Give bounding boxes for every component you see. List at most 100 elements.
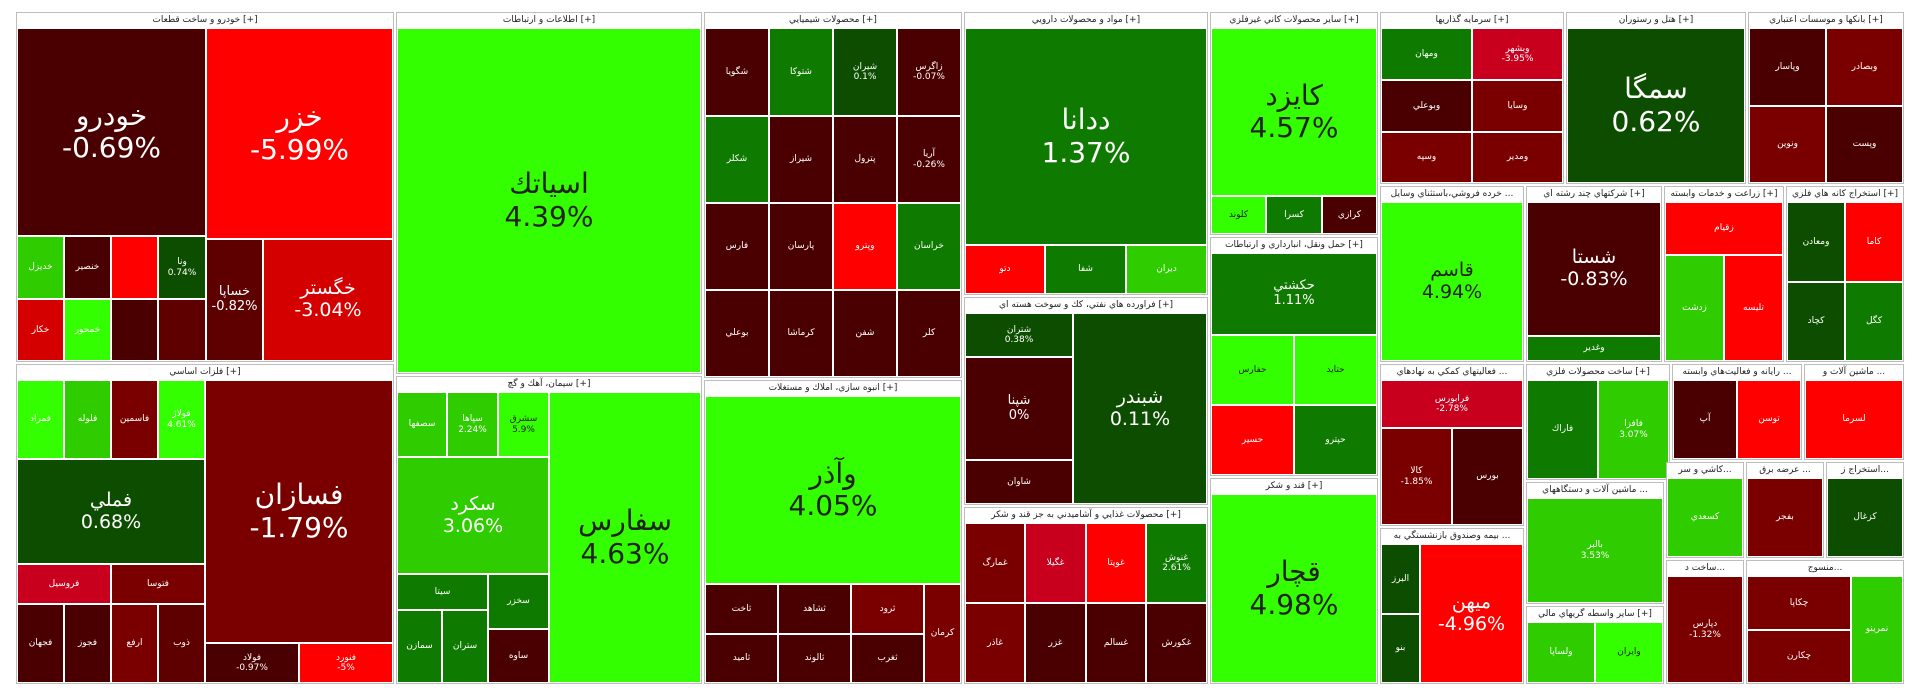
- stock-tile[interactable]: كاما: [1845, 202, 1903, 282]
- stock-tile[interactable]: وبشهر -3.95%: [1472, 28, 1563, 80]
- sector-title[interactable]: انبوه سازي، املاك و مستغلات [+]: [705, 381, 961, 395]
- stock-tile[interactable]: كسعدي: [1667, 478, 1743, 557]
- stock-tile[interactable]: زدشت: [1665, 255, 1724, 361]
- stock-tile[interactable]: فاسمين: [111, 380, 158, 459]
- stock-tile[interactable]: وسپه: [1381, 132, 1472, 183]
- stock-tile[interactable]: بالبر 3.53%: [1527, 498, 1663, 603]
- stock-tile[interactable]: تليسه: [1724, 255, 1783, 361]
- stock-tile[interactable]: چكاپا: [1747, 576, 1851, 630]
- stock-tile[interactable]: سيتا: [397, 574, 488, 610]
- stock-tile[interactable]: فولاد -0.97%: [205, 643, 299, 683]
- stock-tile[interactable]: توسن: [1737, 380, 1801, 459]
- sector-title[interactable]: عرضه برق ...: [1747, 463, 1823, 477]
- sector-title[interactable]: خرده فروشي،باستثناي وسايل ...: [1381, 187, 1523, 201]
- stock-tile[interactable]: خكار: [17, 299, 64, 361]
- sector-title[interactable]: سرمايه گذاريها [+]: [1381, 13, 1563, 27]
- stock-tile[interactable]: ونوين: [1749, 106, 1826, 183]
- stock-tile[interactable]: ومدير: [1472, 132, 1563, 183]
- stock-tile[interactable]: وپست: [1826, 106, 1903, 183]
- stock-tile[interactable]: سفارس 4.63%: [549, 392, 701, 683]
- stock-tile[interactable]: خنصير: [64, 236, 111, 299]
- stock-tile[interactable]: وپاسار: [1749, 28, 1826, 106]
- stock-tile[interactable]: شكلر: [705, 116, 769, 203]
- stock-tile[interactable]: چكارن: [1747, 630, 1851, 683]
- stock-tile[interactable]: ساوه: [488, 629, 549, 683]
- sector-title[interactable]: بيمه وصندوق بازنشستگي به ...: [1381, 529, 1523, 543]
- stock-tile[interactable]: غسالم: [1086, 603, 1146, 683]
- stock-tile[interactable]: فرابورس -2.78%: [1381, 380, 1523, 428]
- stock-tile[interactable]: غنوش 2.61%: [1146, 523, 1207, 603]
- stock-tile[interactable]: خمحور: [64, 299, 111, 361]
- stock-tile[interactable]: كچاد: [1787, 282, 1845, 361]
- stock-tile[interactable]: شتران 0.38%: [965, 313, 1073, 357]
- stock-tile[interactable]: غمارگ: [965, 523, 1025, 603]
- stock-tile[interactable]: ولساپا: [1527, 622, 1595, 683]
- sector-title[interactable]: فراورده هاي نفتي، كك و سوخت هسته اي [+]: [965, 298, 1207, 312]
- stock-tile[interactable]: كرمان: [924, 584, 961, 683]
- stock-tile[interactable]: ارفع: [111, 604, 158, 683]
- stock-tile[interactable]: ثالوند: [778, 634, 851, 683]
- stock-tile[interactable]: زقيام: [1665, 202, 1783, 255]
- stock-tile[interactable]: سكرد 3.06%: [397, 457, 549, 574]
- sector-title[interactable]: زراعت و خدمات وابسته [+]: [1665, 187, 1783, 201]
- stock-tile[interactable]: فافزا 3.07%: [1598, 380, 1669, 479]
- sector-title[interactable]: شركتهاي چند رشته اي [+]: [1527, 187, 1661, 201]
- stock-tile[interactable]: [111, 299, 158, 361]
- stock-tile[interactable]: بفجر: [1747, 478, 1823, 557]
- stock-tile[interactable]: وبوعلي: [1381, 80, 1472, 132]
- sector-title[interactable]: مواد و محصولات دارويي [+]: [965, 13, 1207, 27]
- stock-tile[interactable]: ذوب: [158, 604, 205, 683]
- stock-tile[interactable]: ونا 0.74%: [158, 236, 206, 299]
- sector-title[interactable]: ساير واسطه گريهاي مالي [+]: [1527, 607, 1663, 621]
- stock-tile[interactable]: كايزد 4.57%: [1211, 28, 1377, 196]
- sector-title[interactable]: استخراج كانه هاي فلزي [+]: [1787, 187, 1903, 201]
- stock-tile[interactable]: فارس: [705, 203, 769, 290]
- stock-tile[interactable]: كلر: [897, 290, 961, 377]
- sector-title[interactable]: محصولات شيميايي [+]: [705, 13, 961, 27]
- stock-tile[interactable]: كگل: [1845, 282, 1903, 361]
- stock-tile[interactable]: كرازي: [1322, 196, 1377, 234]
- stock-tile[interactable]: فاراك: [1527, 380, 1598, 479]
- sector-title[interactable]: سيمان، آهك و گچ [+]: [397, 377, 701, 391]
- stock-tile[interactable]: سمازن: [397, 610, 442, 683]
- stock-tile[interactable]: ثرود: [851, 584, 924, 634]
- stock-tile[interactable]: حكشتي 1.11%: [1211, 253, 1377, 335]
- stock-tile[interactable]: شتوكا: [769, 28, 833, 116]
- sector-title[interactable]: اطلاعات و ارتباطات [+]: [397, 13, 701, 27]
- sector-title[interactable]: حمل ونقل، انبارداري و ارتباطات [+]: [1211, 238, 1377, 252]
- stock-tile[interactable]: آپ: [1673, 380, 1737, 459]
- stock-tile[interactable]: غويتا: [1086, 523, 1146, 603]
- sector-title[interactable]: قند و شكر [+]: [1211, 479, 1377, 493]
- stock-tile[interactable]: ومهان: [1381, 28, 1472, 80]
- stock-tile[interactable]: غزر: [1025, 603, 1086, 683]
- sector-title[interactable]: ماشين آلات و ...: [1805, 365, 1903, 379]
- stock-tile[interactable]: ستران: [442, 610, 488, 683]
- stock-tile[interactable]: [111, 236, 158, 299]
- stock-tile[interactable]: ثغرب: [851, 634, 924, 683]
- sector-title[interactable]: هتل و رستوران [+]: [1567, 13, 1745, 27]
- stock-tile[interactable]: خراسان: [897, 203, 961, 290]
- stock-tile[interactable]: نمرينو: [1851, 576, 1903, 683]
- stock-tile[interactable]: بنو: [1381, 614, 1420, 683]
- sector-title[interactable]: منسوج...: [1747, 561, 1903, 575]
- stock-tile[interactable]: فمراد: [17, 380, 64, 459]
- stock-tile[interactable]: شگويا: [705, 28, 769, 116]
- stock-tile[interactable]: خديزل: [17, 236, 64, 299]
- stock-tile[interactable]: فجهان: [17, 604, 64, 683]
- stock-tile[interactable]: وسايا: [1472, 80, 1563, 132]
- sector-title[interactable]: ساير محصولات كاني غيرفلزي [+]: [1211, 13, 1377, 27]
- stock-tile[interactable]: كزغال: [1827, 478, 1903, 557]
- stock-tile[interactable]: فسازان -1.79%: [205, 380, 393, 643]
- stock-tile[interactable]: فلوله: [64, 380, 111, 459]
- stock-tile[interactable]: خساپا -0.82%: [206, 239, 263, 361]
- stock-tile[interactable]: دتو: [965, 245, 1045, 294]
- stock-tile[interactable]: ثامید: [705, 634, 778, 683]
- stock-tile[interactable]: بورس: [1452, 428, 1523, 525]
- stock-tile[interactable]: فروسيل: [17, 564, 111, 604]
- stock-tile[interactable]: قاسم 4.94%: [1381, 202, 1523, 361]
- stock-tile[interactable]: فملي 0.68%: [17, 459, 205, 564]
- stock-tile[interactable]: ميهن -4.96%: [1420, 544, 1523, 683]
- stock-tile[interactable]: بوعلي: [705, 290, 769, 377]
- stock-tile[interactable]: كسرا: [1266, 196, 1322, 234]
- stock-tile[interactable]: سمگا 0.62%: [1567, 28, 1745, 183]
